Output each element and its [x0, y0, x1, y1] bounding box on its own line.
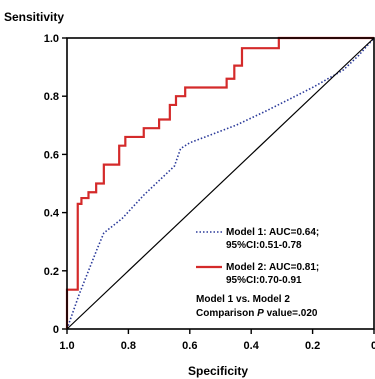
y-tick-label: 1.0: [44, 33, 59, 45]
x-tick-label: 0.2: [305, 340, 320, 352]
annotation-prefix: Comparison: [196, 308, 257, 319]
y-tick-label: 0.8: [44, 91, 59, 103]
x-tick-label: 0.4: [244, 340, 260, 352]
legend: Model 1: AUC=0.64; 95%CI:0.51-0.78 Model…: [196, 227, 319, 286]
annotation-line2: Comparison P value=.020: [196, 308, 318, 319]
y-tick-label: 0.2: [44, 266, 59, 278]
legend-model-2-line2: 95%CI:0.70-0.91: [226, 275, 302, 286]
x-tick-label: 0.8: [121, 340, 136, 352]
annotation-p: P: [257, 308, 264, 319]
legend-model-1-line2: 95%CI:0.51-0.78: [226, 240, 302, 251]
roc-curve-model-1: [66, 37, 375, 330]
x-tick-label: 0.6: [182, 340, 197, 352]
y-tick-label: 0.6: [44, 149, 59, 161]
legend-model-2-line1: Model 2: AUC=0.81;: [226, 262, 319, 273]
annotation-line1: Model 1 vs. Model 2: [196, 294, 290, 305]
legend-model-1-line1: Model 1: AUC=0.64;: [226, 227, 319, 238]
y-tick-label: 0.4: [44, 208, 60, 220]
y-axis-title: Sensitivity: [4, 10, 64, 24]
x-axis-title: Specificity: [188, 364, 248, 378]
x-tick-label: 1.0: [59, 340, 74, 352]
y-tick-label: 0: [53, 324, 59, 336]
comparison-annotation: Model 1 vs. Model 2 Comparison P value=.…: [196, 294, 318, 319]
reference-diagonal: [66, 37, 375, 330]
annotation-suffix: value=.020: [264, 308, 318, 319]
x-tick-label: 0: [371, 340, 375, 352]
plot-frame: [66, 37, 375, 330]
roc-curve-model-2: [65, 36, 374, 329]
